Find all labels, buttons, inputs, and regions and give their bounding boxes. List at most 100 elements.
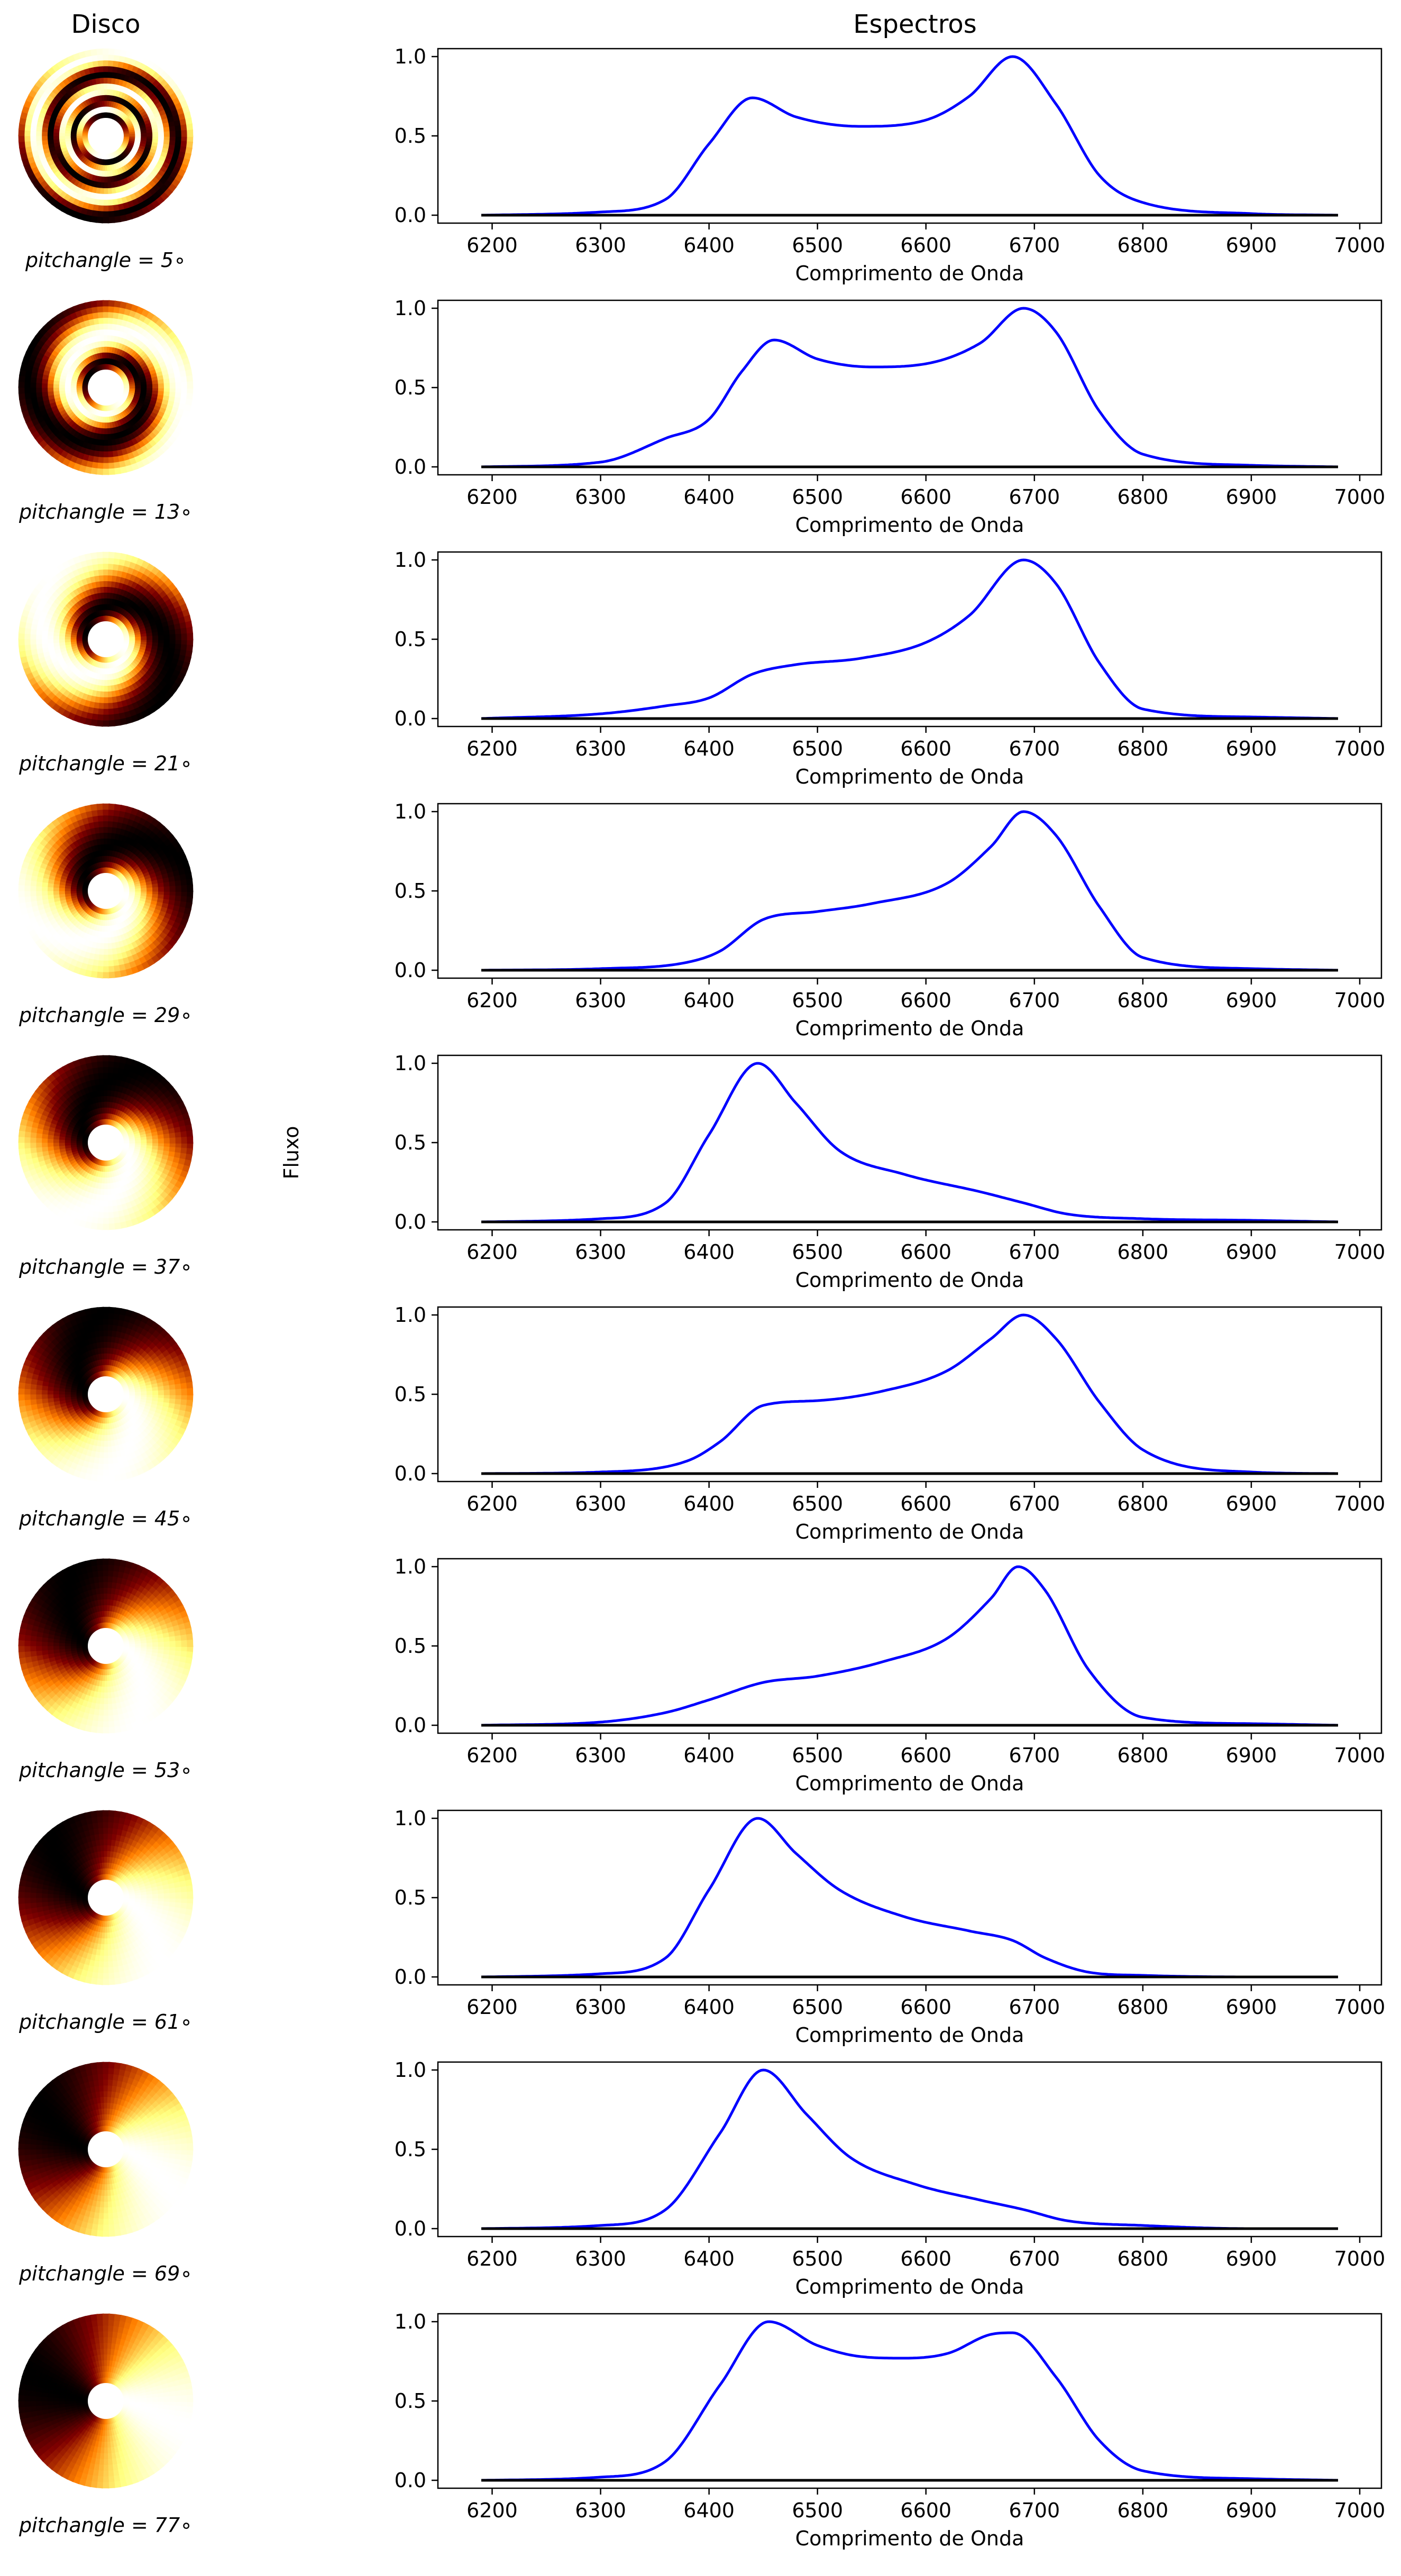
axes-frame: [437, 299, 1382, 476]
disk-cell: [129, 133, 136, 137]
disk-cell: [163, 634, 170, 640]
disk-cell: [146, 384, 153, 389]
y-tick-label: 1.0: [395, 297, 426, 320]
disk-cell: [141, 133, 148, 137]
x-tick-label: 6300: [575, 989, 626, 1012]
disk-cell: [187, 885, 194, 893]
disk-cell: [158, 634, 164, 640]
disk-hole: [88, 118, 124, 154]
disk-cell: [135, 888, 142, 892]
disk-hole: [88, 873, 124, 909]
x-tick-label: 6900: [1226, 737, 1277, 760]
x-axis-label: Comprimento de Onda: [795, 1017, 1024, 1040]
x-tick-label: 6300: [575, 485, 626, 509]
y-tick-label: 0.5: [395, 124, 426, 148]
x-tick-label: 6400: [683, 234, 735, 257]
x-tick-label: 6800: [1118, 989, 1169, 1012]
x-tick-label: 6300: [575, 234, 626, 257]
y-tick-label: 0.0: [395, 455, 426, 479]
disk-cell: [152, 887, 159, 892]
y-tick-label: 0.0: [395, 707, 426, 730]
disk-cell: [158, 886, 164, 892]
disk-cell: [129, 385, 136, 389]
pitch-angle-label: pitchangle = 29∘: [19, 1004, 193, 1027]
disk-cell: [146, 636, 153, 640]
disk-cell: [163, 383, 170, 389]
disk-cell: [163, 131, 170, 137]
x-tick-label: 6400: [683, 737, 735, 760]
disk-cell: [141, 384, 148, 389]
spectrum-line: [481, 810, 1339, 972]
disk-cell: [123, 1140, 130, 1143]
disk-image: [18, 48, 194, 224]
disk-cell: [135, 133, 142, 137]
x-tick-label: 6400: [683, 485, 735, 509]
disk-cell: [158, 383, 164, 389]
disk-cell: [146, 887, 153, 892]
x-tick-label: 7000: [1334, 234, 1386, 257]
disk-cell: [181, 130, 188, 137]
disk-image: [18, 300, 194, 475]
disk-cell: [152, 635, 159, 640]
disk-cell: [135, 1139, 142, 1144]
disk-cell: [129, 637, 136, 640]
y-tick-label: 1.0: [395, 548, 426, 572]
disk-cell: [123, 637, 130, 640]
spectrum-line: [481, 55, 1339, 217]
disk-cell: [152, 383, 159, 389]
x-axis-label: Comprimento de Onda: [795, 262, 1024, 285]
axes-frame: [437, 551, 1382, 728]
disk-cell: [141, 636, 148, 640]
y-tick-label: 0.0: [395, 959, 426, 982]
disk-cell: [129, 888, 136, 892]
x-tick-label: 6400: [683, 989, 735, 1012]
disk-cell: [141, 1139, 148, 1144]
disk-hole: [88, 621, 124, 657]
disk-cell: [187, 633, 194, 641]
disk-cell: [123, 385, 130, 388]
disk-cell: [169, 382, 176, 389]
pitch-angle-label: pitchangle = 21∘: [19, 752, 193, 775]
x-tick-label: 7000: [1334, 989, 1386, 1012]
disk-cell: [169, 634, 176, 640]
disk-cell: [181, 633, 188, 640]
x-tick-label: 6200: [466, 989, 518, 1012]
disk-cell: [169, 886, 176, 892]
panel: pitchangle = 37∘6200 6300 6400 6500 6600 6700…: [18, 1052, 1385, 1292]
pitch-angle-label: pitchangle = 13∘: [19, 500, 193, 523]
y-axis-label: Fluxo: [280, 1126, 303, 1179]
x-tick-label: 6800: [1118, 485, 1169, 509]
disk-cell: [163, 886, 170, 892]
disk-cell: [187, 130, 194, 137]
disk-cell: [146, 1139, 153, 1144]
x-tick-label: 6800: [1118, 234, 1169, 257]
x-tick-label: 7000: [1334, 737, 1386, 760]
disk-cell: [146, 132, 153, 137]
x-tick-label: 6500: [792, 737, 843, 760]
x-tick-label: 6600: [900, 234, 951, 257]
disk-cell: [129, 1140, 136, 1144]
x-tick-label: 6200: [466, 737, 518, 760]
spectrum-line: [481, 307, 1339, 468]
x-tick-label: 6900: [1226, 234, 1277, 257]
y-tick-label: 0.5: [395, 879, 426, 903]
x-axis-label: Comprimento de Onda: [795, 765, 1024, 788]
x-tick-label: 6300: [575, 737, 626, 760]
x-tick-label: 6200: [466, 485, 518, 509]
disk-image: [18, 803, 194, 979]
disk-image: [18, 1055, 194, 1230]
disk-column-title: Disco: [71, 10, 140, 39]
x-tick-label: 6600: [900, 989, 951, 1012]
disk-cell: [152, 132, 159, 137]
panel: pitchangle = 29∘6200 6300 6400 6500 6600 6700…: [18, 800, 1386, 1040]
panel: pitchangle = 21∘6200 6300 6400 6500 6600 6700…: [18, 548, 1386, 788]
disk-cell: [123, 889, 130, 891]
x-tick-label: 6900: [1226, 485, 1277, 509]
x-tick-label: 6500: [792, 989, 843, 1012]
x-tick-label: 6500: [792, 234, 843, 257]
axes-frame: [437, 803, 1382, 979]
disk-cell: [135, 636, 142, 640]
x-tick-label: 7000: [1334, 485, 1386, 509]
pitch-angle-label: pitchangle = 5∘: [25, 249, 186, 272]
